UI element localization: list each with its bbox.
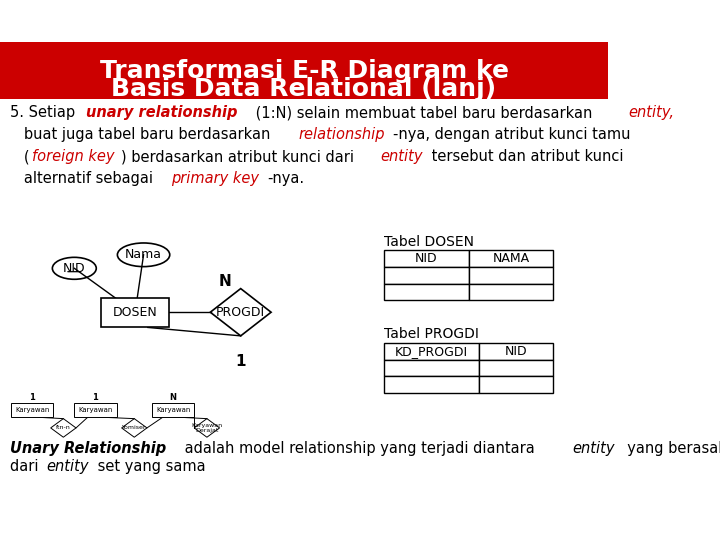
FancyBboxPatch shape bbox=[384, 267, 469, 284]
Text: Unary Relationship: Unary Relationship bbox=[10, 441, 166, 456]
Text: foreign key: foreign key bbox=[32, 149, 114, 164]
Text: DOSEN: DOSEN bbox=[113, 306, 158, 319]
Text: NID: NID bbox=[505, 345, 527, 357]
Text: ftn-n: ftn-n bbox=[56, 426, 71, 430]
Text: entity: entity bbox=[380, 149, 423, 164]
Text: -nya.: -nya. bbox=[267, 171, 304, 186]
Text: Karyawan: Karyawan bbox=[78, 407, 112, 413]
Text: 1: 1 bbox=[235, 354, 246, 369]
Text: NID: NID bbox=[63, 262, 86, 275]
Text: alternatif sebagai: alternatif sebagai bbox=[10, 171, 158, 186]
Text: entity: entity bbox=[572, 441, 614, 456]
Text: dari: dari bbox=[10, 459, 43, 474]
Text: primary key: primary key bbox=[171, 171, 259, 186]
Text: -nya, dengan atribut kunci tamu: -nya, dengan atribut kunci tamu bbox=[393, 127, 631, 142]
Text: entity: entity bbox=[46, 459, 89, 474]
FancyBboxPatch shape bbox=[102, 298, 169, 327]
Text: tersebut dan atribut kunci: tersebut dan atribut kunci bbox=[427, 149, 624, 164]
Text: N: N bbox=[219, 274, 232, 289]
Text: buat juga tabel baru berdasarkan: buat juga tabel baru berdasarkan bbox=[10, 127, 275, 142]
FancyBboxPatch shape bbox=[74, 403, 117, 417]
Text: KD_PROGDI: KD_PROGDI bbox=[395, 345, 468, 357]
Text: 1: 1 bbox=[29, 393, 35, 402]
FancyBboxPatch shape bbox=[469, 249, 553, 267]
Text: yang berasal: yang berasal bbox=[618, 441, 720, 456]
Text: N: N bbox=[170, 393, 176, 402]
Text: Karyawan
Derajat: Karyawan Derajat bbox=[192, 422, 222, 433]
Text: NID: NID bbox=[415, 252, 438, 265]
Text: entity,: entity, bbox=[629, 105, 674, 120]
FancyBboxPatch shape bbox=[479, 342, 553, 360]
Text: relationship: relationship bbox=[299, 127, 385, 142]
Text: Tabel PROGDI: Tabel PROGDI bbox=[384, 327, 479, 341]
Text: PROGDI: PROGDI bbox=[216, 306, 265, 319]
Text: 1: 1 bbox=[92, 393, 99, 402]
FancyBboxPatch shape bbox=[0, 42, 608, 99]
Text: adalah model relationship yang terjadi diantara: adalah model relationship yang terjadi d… bbox=[181, 441, 540, 456]
Text: Tabel DOSEN: Tabel DOSEN bbox=[384, 234, 474, 248]
Text: Basis Data Relational (lanj): Basis Data Relational (lanj) bbox=[112, 77, 497, 102]
FancyBboxPatch shape bbox=[384, 284, 469, 300]
FancyBboxPatch shape bbox=[479, 376, 553, 393]
FancyBboxPatch shape bbox=[469, 284, 553, 300]
FancyBboxPatch shape bbox=[152, 403, 194, 417]
Text: ) berdasarkan atribut kunci dari: ) berdasarkan atribut kunci dari bbox=[122, 149, 359, 164]
Text: Nama: Nama bbox=[125, 248, 162, 261]
Text: Karyawan: Karyawan bbox=[15, 407, 49, 413]
FancyBboxPatch shape bbox=[479, 360, 553, 376]
FancyBboxPatch shape bbox=[11, 403, 53, 417]
FancyBboxPatch shape bbox=[469, 267, 553, 284]
Text: (1:N) selain membuat tabel baru berdasarkan: (1:N) selain membuat tabel baru berdasar… bbox=[251, 105, 597, 120]
FancyBboxPatch shape bbox=[384, 360, 479, 376]
Text: unary relationship: unary relationship bbox=[86, 105, 238, 120]
Text: set yang sama: set yang sama bbox=[93, 459, 205, 474]
FancyBboxPatch shape bbox=[384, 342, 479, 360]
Text: NAMA: NAMA bbox=[492, 252, 529, 265]
Text: Transformasi E-R Diagram ke: Transformasi E-R Diagram ke bbox=[99, 59, 508, 83]
Text: 5. Setiap: 5. Setiap bbox=[10, 105, 80, 120]
FancyBboxPatch shape bbox=[384, 376, 479, 393]
Text: (: ( bbox=[10, 149, 30, 164]
Text: Yomiser: Yomiser bbox=[122, 426, 147, 430]
Text: Karyawan: Karyawan bbox=[156, 407, 190, 413]
FancyBboxPatch shape bbox=[384, 249, 469, 267]
